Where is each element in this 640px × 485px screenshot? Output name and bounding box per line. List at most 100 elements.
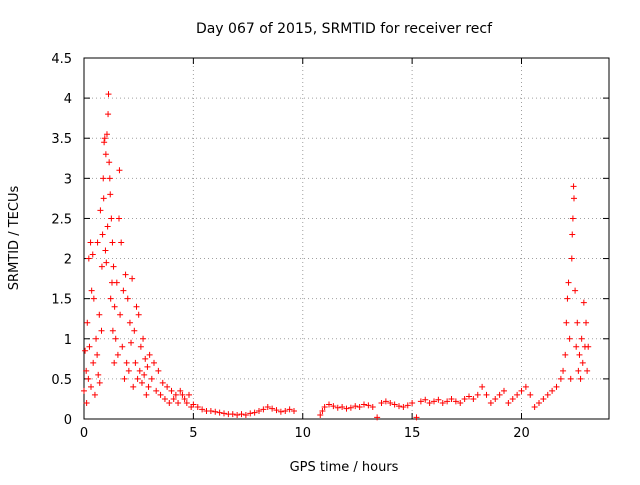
data-point [121,375,128,382]
data-point [104,223,111,230]
data-point [157,391,164,398]
data-point [82,347,89,354]
data-point [107,191,114,198]
data-point [105,91,112,98]
data-point [137,343,144,350]
data-point [531,403,538,410]
x-axis-label: GPS time / hours [290,460,399,475]
data-point [130,383,137,390]
data-point [579,359,586,366]
data-point [97,207,104,214]
data-point [170,395,177,402]
data-point [573,343,580,350]
data-point [387,399,394,406]
data-point [374,414,381,421]
data-point [135,311,142,318]
data-point [87,239,94,246]
data-point [273,407,280,414]
data-point [148,375,155,382]
grid-layer [84,58,609,419]
data-point [571,195,577,202]
data-point [101,139,108,146]
data-point [179,391,186,398]
data-points [81,91,592,421]
data-point [479,383,486,390]
data-point [501,387,507,394]
data-point [580,299,587,306]
data-point [444,398,451,405]
data-point [199,406,206,413]
data-point [483,391,490,398]
data-point [452,398,459,405]
data-point [563,319,570,326]
data-point [136,367,143,374]
data-point [536,399,542,406]
data-point [140,335,147,342]
data-point [132,359,139,366]
data-point [347,404,354,411]
data-point [365,402,372,409]
data-point [321,403,328,410]
data-point [439,399,446,406]
data-point [242,411,249,418]
data-point [518,387,525,394]
data-point [549,387,556,394]
data-point [141,371,148,378]
data-point [123,359,130,366]
data-point [291,407,297,414]
data-point [103,259,110,266]
data-point [234,411,241,418]
data-point [106,159,113,166]
data-point [119,343,126,350]
data-point [576,351,583,358]
data-point [159,379,166,386]
data-point [164,383,171,390]
data-point [522,383,529,390]
data-point [116,215,122,222]
data-point [102,247,109,254]
data-point [120,287,127,294]
data-point [112,335,119,342]
data-point [369,403,376,410]
data-point [566,335,573,342]
data-point [575,367,582,374]
data-point [221,410,227,417]
data-point [487,399,494,406]
data-point [194,403,201,410]
data-point [361,401,367,408]
data-point [113,279,120,286]
data-point [94,239,101,246]
data-point [129,275,136,282]
y-tick-label: 0 [64,413,72,428]
data-point [108,215,115,222]
data-point [264,403,271,410]
data-point [326,401,332,408]
data-point [109,327,116,334]
x-tick-label: 10 [294,426,311,441]
data-point [251,409,258,416]
data-point [247,410,254,417]
data-point [177,387,184,394]
data-point [88,383,94,390]
data-point [527,391,534,398]
data-point [578,335,585,342]
data-point [466,393,472,400]
data-point [125,367,132,374]
data-point [448,395,455,402]
data-point [98,263,105,270]
data-point [470,395,477,402]
data-point [128,339,135,346]
plot-frame [83,57,610,420]
data-point [90,295,97,302]
data-point [256,407,262,414]
data-point [286,406,293,413]
data-point [91,391,98,398]
data-point [151,359,157,366]
data-point [86,343,93,350]
data-point [88,287,95,294]
y-tick-label: 3.5 [51,132,72,147]
data-point [90,359,97,366]
data-point [96,379,103,386]
y-tick-label: 4 [64,92,72,107]
